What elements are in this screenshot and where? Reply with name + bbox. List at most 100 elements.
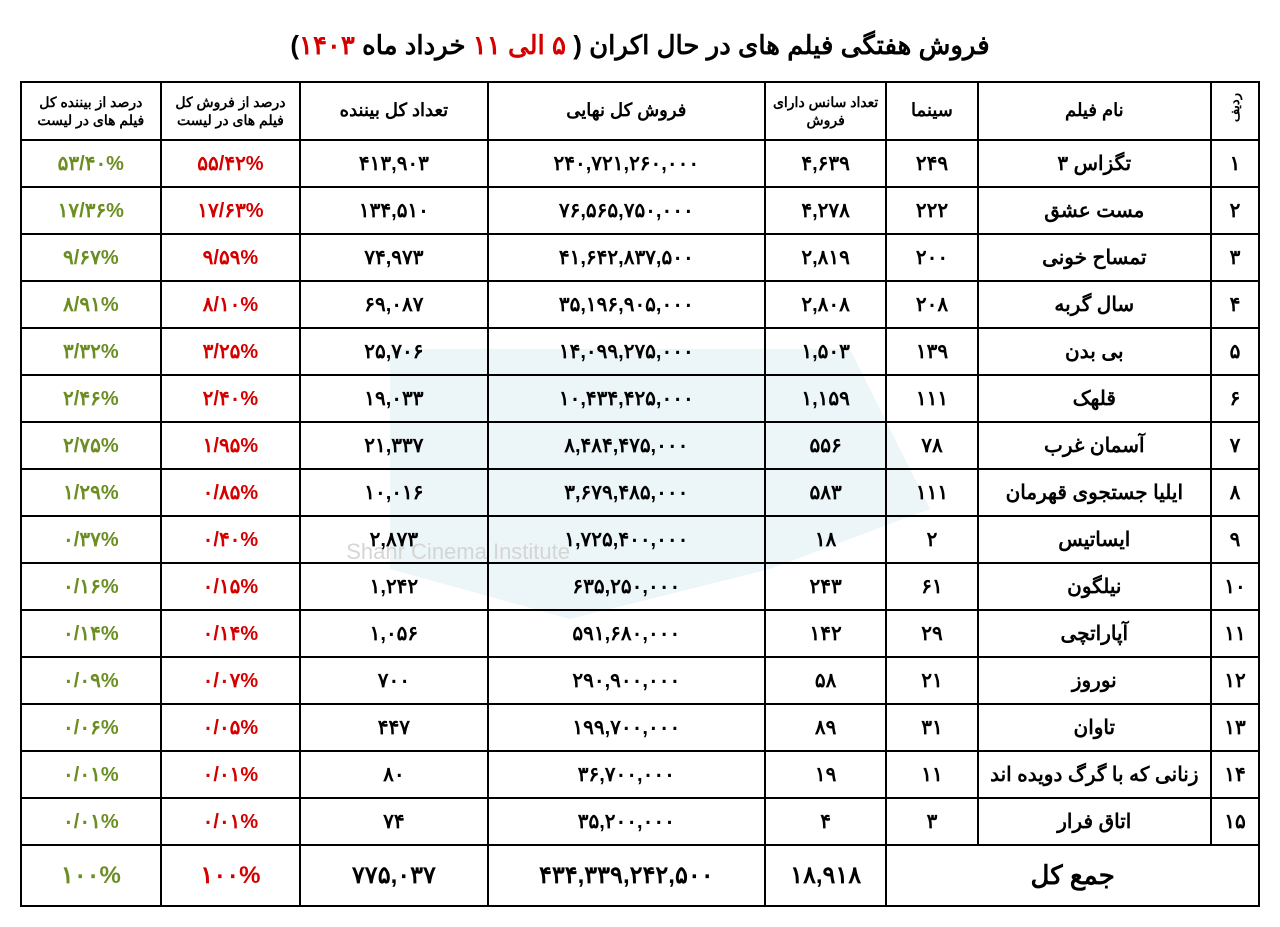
totals-pct-sales: ۱۰۰% [161,845,301,906]
header-film: نام فیلم [978,82,1211,140]
cell-pct-sales: ۰/۸۵% [161,469,301,516]
cell-film: آپاراتچی [978,610,1211,657]
cell-pct-viewers: ۹/۶۷% [21,234,161,281]
cell-pct-sales: ۱۷/۶۳% [161,187,301,234]
cell-pct-sales: ۰/۱۵% [161,563,301,610]
table-row: ۳تمساح خونی۲۰۰۲,۸۱۹۴۱,۶۴۲,۸۳۷,۵۰۰۷۴,۹۷۳۹… [21,234,1259,281]
cell-pct-sales: ۸/۱۰% [161,281,301,328]
cell-sessions: ۵۸ [765,657,886,704]
cell-viewers: ۷۴,۹۷۳ [300,234,487,281]
table-row: ۷آسمان غرب۷۸۵۵۶۸,۴۸۴,۴۷۵,۰۰۰۲۱,۳۳۷۱/۹۵%۲… [21,422,1259,469]
cell-sessions: ۱۸ [765,516,886,563]
cell-pct-viewers: ۰/۰۹% [21,657,161,704]
cell-sales: ۴۱,۶۴۲,۸۳۷,۵۰۰ [488,234,765,281]
cell-pct-viewers: ۱/۲۹% [21,469,161,516]
cell-sales: ۳۵,۲۰۰,۰۰۰ [488,798,765,845]
cell-film: تگزاس ۳ [978,140,1211,187]
cell-cinema: ۲۴۹ [886,140,977,187]
cell-pct-viewers: ۰/۳۷% [21,516,161,563]
cell-film: ایساتیس [978,516,1211,563]
cell-viewers: ۴۱۳,۹۰۳ [300,140,487,187]
cell-rank: ۶ [1211,375,1259,422]
cell-sales: ۱۹۹,۷۰۰,۰۰۰ [488,704,765,751]
cell-cinema: ۲۲۲ [886,187,977,234]
totals-viewers: ۷۷۵,۰۳۷ [300,845,487,906]
header-pct-sales: درصد از فروش کل فیلم های در لیست [161,82,301,140]
cell-film: قلهک [978,375,1211,422]
table-row: ۹ایساتیس۲۱۸۱,۷۲۵,۴۰۰,۰۰۰۲,۸۷۳۰/۴۰%۰/۳۷% [21,516,1259,563]
cell-viewers: ۲۵,۷۰۶ [300,328,487,375]
table-row: ۱۴زنانی که با گرگ دویده اند۱۱۱۹۳۶,۷۰۰,۰۰… [21,751,1259,798]
cell-pct-viewers: ۵۳/۴۰% [21,140,161,187]
cell-rank: ۱۲ [1211,657,1259,704]
cell-film: تمساح خونی [978,234,1211,281]
cell-sales: ۵۹۱,۶۸۰,۰۰۰ [488,610,765,657]
cell-rank: ۵ [1211,328,1259,375]
cell-sales: ۱۴,۰۹۹,۲۷۵,۰۰۰ [488,328,765,375]
cell-sessions: ۵۵۶ [765,422,886,469]
cell-sessions: ۴,۲۷۸ [765,187,886,234]
cell-pct-viewers: ۰/۰۱% [21,798,161,845]
cell-cinema: ۱۱۱ [886,469,977,516]
cell-sessions: ۱۹ [765,751,886,798]
cell-pct-viewers: ۲/۷۵% [21,422,161,469]
cell-rank: ۷ [1211,422,1259,469]
cell-rank: ۱۵ [1211,798,1259,845]
header-sessions: تعداد سانس دارای فروش [765,82,886,140]
cell-viewers: ۴۴۷ [300,704,487,751]
cell-viewers: ۱,۰۵۶ [300,610,487,657]
cell-sessions: ۱,۱۵۹ [765,375,886,422]
cell-sessions: ۲,۸۰۸ [765,281,886,328]
cell-pct-sales: ۱/۹۵% [161,422,301,469]
cell-film: تاوان [978,704,1211,751]
header-rank: ردیف [1227,93,1244,122]
cell-viewers: ۶۹,۰۸۷ [300,281,487,328]
cell-sessions: ۸۹ [765,704,886,751]
cell-cinema: ۲۹ [886,610,977,657]
cell-film: بی بدن [978,328,1211,375]
cell-film: نیلگون [978,563,1211,610]
cell-film: نوروز [978,657,1211,704]
table-row: ۱۵اتاق فرار۳۴۳۵,۲۰۰,۰۰۰۷۴۰/۰۱%۰/۰۱% [21,798,1259,845]
cell-film: اتاق فرار [978,798,1211,845]
header-row: ردیف نام فیلم سینما تعداد سانس دارای فرو… [21,82,1259,140]
table-row: ۱۲نوروز۲۱۵۸۲۹۰,۹۰۰,۰۰۰۷۰۰۰/۰۷%۰/۰۹% [21,657,1259,704]
cell-viewers: ۱۰,۰۱۶ [300,469,487,516]
cell-sales: ۶۳۵,۲۵۰,۰۰۰ [488,563,765,610]
cell-rank: ۱ [1211,140,1259,187]
cell-cinema: ۲۰۸ [886,281,977,328]
cell-pct-sales: ۲/۴۰% [161,375,301,422]
cell-pct-sales: ۰/۰۱% [161,751,301,798]
cell-sessions: ۵۸۳ [765,469,886,516]
cell-rank: ۴ [1211,281,1259,328]
cell-sessions: ۴ [765,798,886,845]
cell-pct-sales: ۰/۰۵% [161,704,301,751]
cell-film: زنانی که با گرگ دویده اند [978,751,1211,798]
cell-rank: ۱۱ [1211,610,1259,657]
cell-rank: ۲ [1211,187,1259,234]
table-row: ۲مست عشق۲۲۲۴,۲۷۸۷۶,۵۶۵,۷۵۰,۰۰۰۱۳۴,۵۱۰۱۷/… [21,187,1259,234]
table-row: ۵بی بدن۱۳۹۱,۵۰۳۱۴,۰۹۹,۲۷۵,۰۰۰۲۵,۷۰۶۳/۲۵%… [21,328,1259,375]
cell-pct-viewers: ۰/۰۶% [21,704,161,751]
cell-pct-sales: ۰/۱۴% [161,610,301,657]
cell-rank: ۹ [1211,516,1259,563]
cell-rank: ۸ [1211,469,1259,516]
cell-sessions: ۲,۸۱۹ [765,234,886,281]
totals-pct-viewers: ۱۰۰% [21,845,161,906]
cell-cinema: ۳ [886,798,977,845]
header-sales: فروش کل نهایی [488,82,765,140]
cell-pct-sales: ۰/۴۰% [161,516,301,563]
page-title: فروش هفتگی فیلم های در حال اکران ( ۵ الی… [20,30,1260,61]
cell-pct-viewers: ۰/۱۶% [21,563,161,610]
cell-sales: ۱۰,۴۳۴,۴۲۵,۰۰۰ [488,375,765,422]
cell-cinema: ۳۱ [886,704,977,751]
cell-pct-viewers: ۸/۹۱% [21,281,161,328]
header-pct-viewers: درصد از بیننده کل فیلم های در لیست [21,82,161,140]
table-row: ۱۰نیلگون۶۱۲۴۳۶۳۵,۲۵۰,۰۰۰۱,۲۴۲۰/۱۵%۰/۱۶% [21,563,1259,610]
cell-pct-sales: ۰/۰۷% [161,657,301,704]
cell-sales: ۱,۷۲۵,۴۰۰,۰۰۰ [488,516,765,563]
cell-sales: ۷۶,۵۶۵,۷۵۰,۰۰۰ [488,187,765,234]
cell-rank: ۱۳ [1211,704,1259,751]
table-row: ۱۳تاوان۳۱۸۹۱۹۹,۷۰۰,۰۰۰۴۴۷۰/۰۵%۰/۰۶% [21,704,1259,751]
cell-sales: ۳۵,۱۹۶,۹۰۵,۰۰۰ [488,281,765,328]
